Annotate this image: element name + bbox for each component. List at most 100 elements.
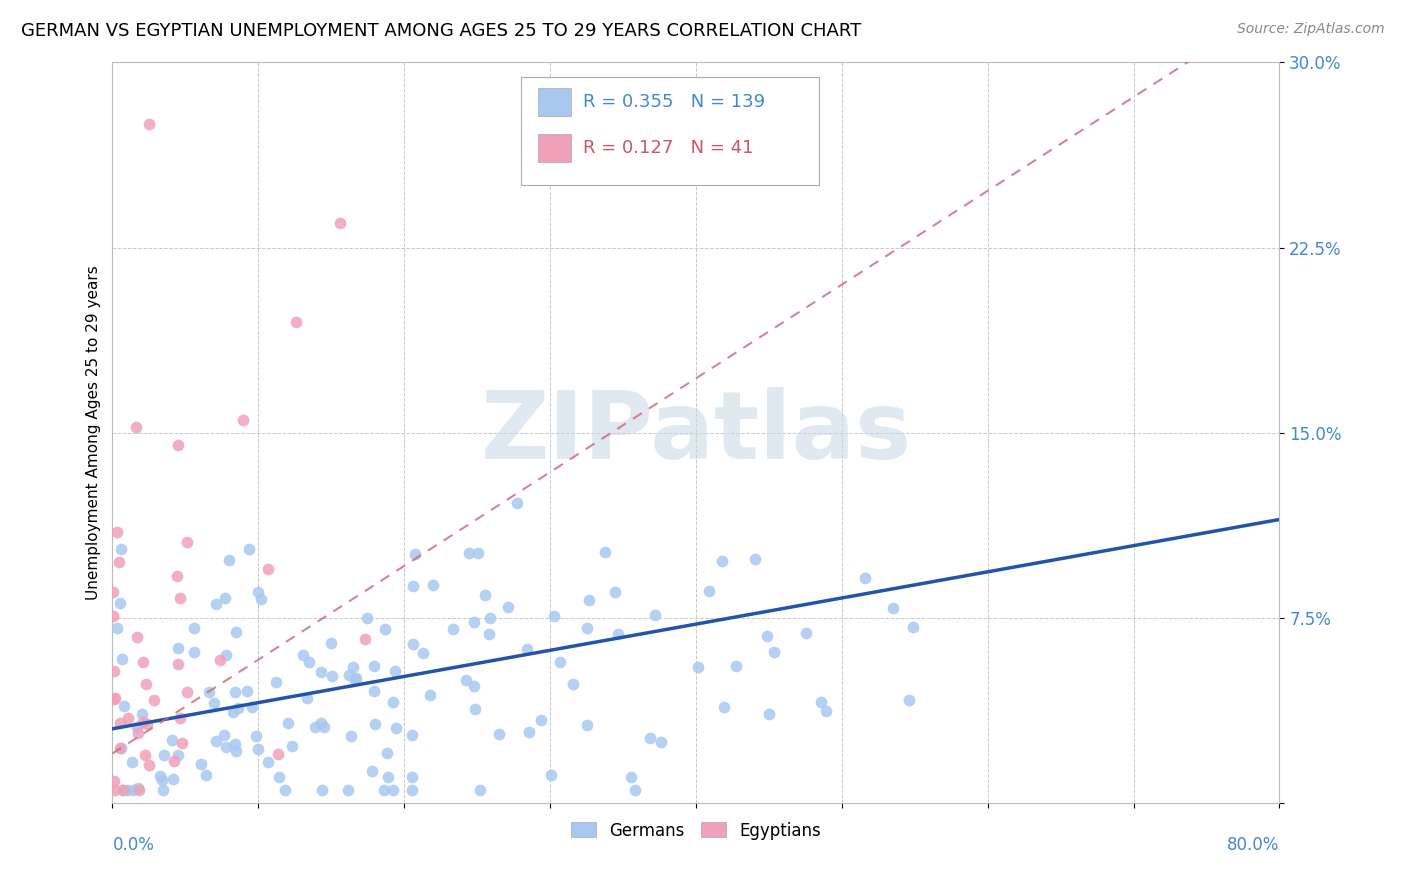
Point bbox=[298, 655, 321, 669]
Point bbox=[108, 596, 131, 610]
Point bbox=[176, 535, 198, 549]
Point bbox=[441, 622, 464, 636]
Point bbox=[135, 716, 157, 731]
Point bbox=[576, 718, 599, 732]
Point bbox=[194, 768, 217, 782]
Point bbox=[281, 739, 304, 753]
Point bbox=[169, 591, 191, 605]
FancyBboxPatch shape bbox=[538, 88, 571, 117]
Point bbox=[356, 611, 378, 625]
Point bbox=[267, 770, 290, 784]
Point bbox=[149, 769, 172, 783]
Point bbox=[236, 683, 259, 698]
Point bbox=[422, 578, 444, 592]
Point bbox=[267, 747, 290, 761]
Point bbox=[312, 720, 335, 734]
Point bbox=[401, 637, 423, 651]
Point bbox=[456, 673, 478, 688]
Point bbox=[478, 627, 501, 641]
Point bbox=[474, 588, 496, 602]
Point bbox=[337, 667, 360, 681]
Point bbox=[755, 629, 778, 643]
Point bbox=[134, 747, 156, 762]
Point bbox=[295, 691, 318, 706]
Point bbox=[354, 632, 377, 646]
Point bbox=[108, 556, 131, 570]
Point bbox=[163, 754, 186, 768]
Point bbox=[638, 731, 661, 745]
Point bbox=[105, 524, 128, 539]
Point bbox=[463, 679, 485, 693]
Point bbox=[337, 783, 360, 797]
Point bbox=[166, 569, 188, 583]
Point bbox=[101, 584, 124, 599]
Point bbox=[167, 657, 190, 671]
Point bbox=[247, 742, 270, 756]
Point bbox=[224, 684, 246, 698]
Point bbox=[112, 698, 135, 713]
Y-axis label: Unemployment Among Ages 25 to 29 years: Unemployment Among Ages 25 to 29 years bbox=[86, 265, 101, 600]
Point bbox=[724, 659, 747, 673]
Text: GERMAN VS EGYPTIAN UNEMPLOYMENT AMONG AGES 25 TO 29 YEARS CORRELATION CHART: GERMAN VS EGYPTIAN UNEMPLOYMENT AMONG AG… bbox=[21, 22, 862, 40]
Point bbox=[110, 542, 132, 557]
Point bbox=[540, 768, 562, 782]
Point bbox=[796, 626, 818, 640]
Point bbox=[103, 691, 125, 706]
Point bbox=[458, 546, 481, 560]
Point bbox=[101, 608, 124, 623]
Point bbox=[150, 772, 173, 787]
Point bbox=[176, 684, 198, 698]
Point bbox=[202, 696, 225, 710]
Point bbox=[576, 620, 599, 634]
Point bbox=[344, 673, 367, 687]
Point bbox=[242, 700, 264, 714]
Point bbox=[167, 438, 190, 452]
Text: R = 0.127   N = 41: R = 0.127 N = 41 bbox=[582, 139, 754, 157]
Point bbox=[110, 740, 132, 755]
Point bbox=[131, 706, 153, 721]
Text: 0.0%: 0.0% bbox=[112, 836, 155, 855]
Point bbox=[132, 656, 155, 670]
Point bbox=[758, 707, 780, 722]
Point bbox=[111, 783, 134, 797]
Point bbox=[160, 732, 183, 747]
Point bbox=[264, 675, 287, 690]
Point bbox=[215, 648, 238, 662]
Point bbox=[328, 216, 350, 230]
Point bbox=[543, 608, 565, 623]
Point bbox=[291, 648, 314, 662]
Point bbox=[122, 783, 145, 797]
Point bbox=[169, 711, 191, 725]
Point bbox=[401, 783, 423, 797]
Point bbox=[763, 645, 786, 659]
Point bbox=[224, 737, 246, 751]
Point bbox=[125, 630, 148, 644]
Point bbox=[339, 729, 361, 743]
Point bbox=[686, 660, 709, 674]
Point bbox=[222, 705, 245, 719]
Point bbox=[183, 645, 205, 659]
Point bbox=[382, 783, 405, 797]
Point bbox=[132, 714, 155, 729]
FancyBboxPatch shape bbox=[520, 78, 818, 185]
Point bbox=[593, 545, 616, 559]
Point bbox=[321, 668, 343, 682]
Point bbox=[401, 770, 423, 784]
Point bbox=[364, 717, 387, 731]
Point bbox=[226, 700, 249, 714]
Point bbox=[488, 727, 510, 741]
Point bbox=[530, 713, 553, 727]
FancyBboxPatch shape bbox=[538, 135, 571, 162]
Point bbox=[548, 655, 571, 669]
Point bbox=[853, 571, 876, 585]
Text: R = 0.355   N = 139: R = 0.355 N = 139 bbox=[582, 94, 765, 112]
Point bbox=[810, 695, 832, 709]
Point bbox=[225, 624, 247, 639]
Point bbox=[419, 688, 441, 702]
Point bbox=[125, 720, 148, 734]
Point bbox=[309, 715, 332, 730]
Point bbox=[212, 728, 235, 742]
Point bbox=[190, 757, 212, 772]
Point bbox=[311, 783, 333, 797]
Point bbox=[127, 726, 149, 740]
